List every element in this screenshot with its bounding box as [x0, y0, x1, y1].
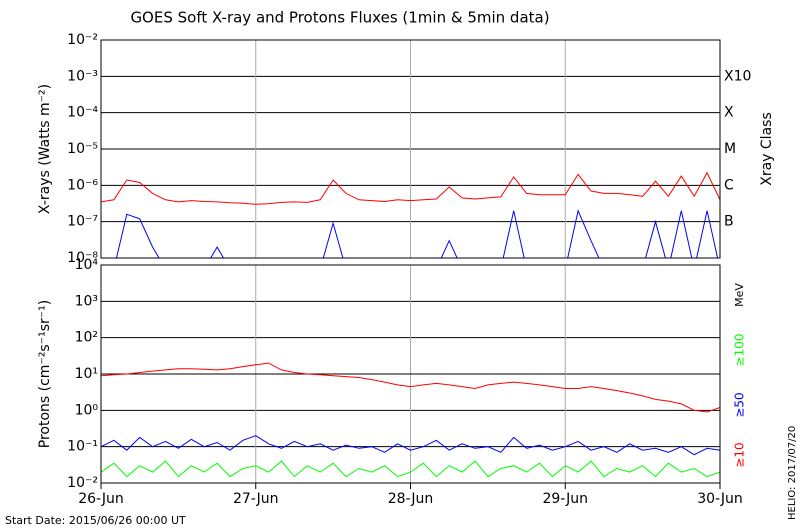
y-axis-label: X-rays (Watts m⁻²)	[37, 84, 53, 214]
y2-tick-label: B	[724, 214, 734, 230]
x-tick-label: 29-Jun	[542, 491, 588, 507]
data-line	[101, 362, 720, 413]
y2-tick-label: X10	[724, 68, 751, 84]
y-tick-label: 10⁻²	[67, 475, 98, 491]
y-tick-label: 10⁻⁸	[67, 250, 98, 266]
data-line	[101, 171, 720, 205]
credit: HELIO: 2017/07/20	[787, 426, 798, 520]
legend-label: ≥50	[733, 392, 747, 417]
legend-label: ≥100	[733, 334, 747, 367]
y-tick-label: 10⁰	[75, 402, 99, 418]
y2-axis-label: Xray Class	[759, 112, 775, 186]
y-tick-label: 10³	[75, 293, 98, 309]
y-tick-label: 10⁻²	[67, 32, 98, 48]
y-tick-label: 10⁴	[75, 257, 99, 273]
y-tick-label: 10⁻⁵	[67, 141, 98, 157]
y-tick-label: 10⁻⁷	[67, 214, 98, 230]
legend-label: ≥10	[733, 442, 747, 467]
y-tick-label: 10²	[75, 330, 98, 346]
y-tick-label: 10¹	[75, 366, 98, 382]
x-tick-label: 28-Jun	[388, 491, 434, 507]
x-tick-label: 27-Jun	[233, 491, 279, 507]
plot-frame	[100, 264, 721, 484]
unit-label: MeV	[733, 283, 746, 307]
data-line	[101, 435, 720, 456]
x-tick-label: 26-Jun	[78, 491, 124, 507]
data-line	[101, 460, 720, 478]
y-tick-label: 10⁻³	[67, 68, 98, 84]
y2-tick-label: X	[724, 105, 734, 121]
y-axis-label: Protons (cm⁻²s⁻¹sr⁻¹)	[37, 300, 53, 449]
y-tick-label: 10⁻⁴	[67, 105, 98, 121]
y2-tick-label: C	[724, 177, 734, 193]
y-tick-label: 10⁻⁶	[67, 177, 98, 193]
y-tick-label: 10⁻¹	[67, 439, 98, 455]
x-tick-label: 30-Jun	[697, 491, 743, 507]
footer: Start Date: 2015/06/26 00:00 UT	[5, 514, 186, 527]
chart-title: GOES Soft X-ray and Protons Fluxes (1min…	[130, 9, 549, 27]
y2-tick-label: M	[724, 141, 736, 157]
plot-frame	[100, 39, 721, 259]
